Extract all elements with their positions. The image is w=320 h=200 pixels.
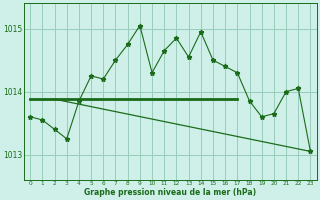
X-axis label: Graphe pression niveau de la mer (hPa): Graphe pression niveau de la mer (hPa): [84, 188, 256, 197]
